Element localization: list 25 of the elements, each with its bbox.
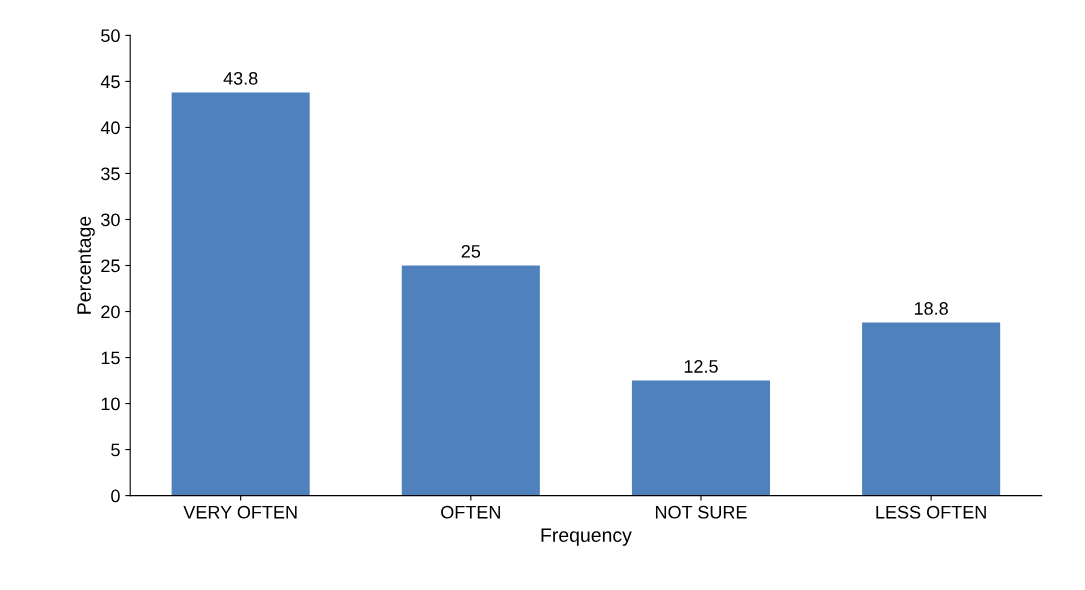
y-tick-label: 35 [101, 167, 120, 181]
bar [631, 380, 771, 496]
x-tick-label: NOT SURE [655, 505, 747, 519]
bar [171, 92, 310, 496]
y-tick-label: 25 [101, 259, 120, 273]
y-tick-label: 10 [101, 397, 120, 411]
y-tick-label: 0 [111, 489, 120, 503]
bar [862, 322, 1001, 496]
data-label: 43.8 [223, 71, 258, 85]
bar [401, 265, 540, 496]
x-axis-title: Frequency [541, 528, 632, 546]
x-tick-label: OFTEN [441, 505, 500, 519]
y-axis-title: Percentage [77, 216, 95, 314]
y-tick-label: 30 [101, 213, 120, 227]
y-tick-label: 15 [101, 351, 120, 365]
y-tick-label: 50 [101, 29, 120, 43]
data-label: 25 [461, 244, 481, 258]
y-tick-label: 45 [100, 75, 120, 89]
data-label: 18.8 [914, 302, 948, 315]
y-tick-label: 5 [111, 443, 120, 457]
x-tick-label: LESS OFTEN [876, 505, 986, 519]
y-tick-label: 20 [101, 305, 120, 319]
y-tick-label: 40 [100, 121, 120, 135]
data-label: 12.5 [684, 360, 718, 373]
x-tick-label: VERY OFTEN [183, 505, 297, 519]
